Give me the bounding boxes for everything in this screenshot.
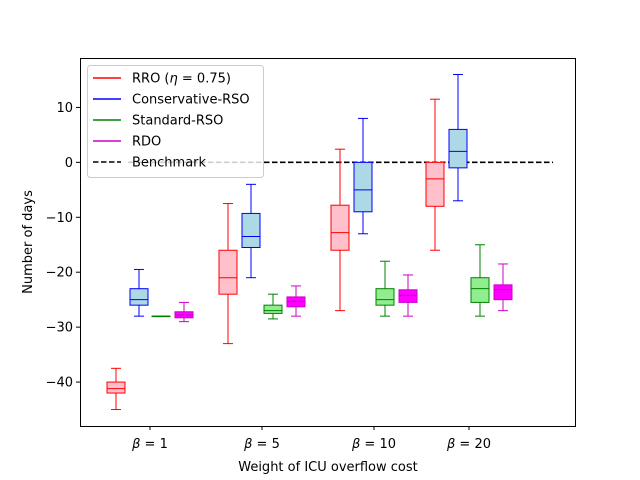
x-tick-value: 1: [160, 437, 168, 452]
legend: RRO (η = 0.75) Conservative-RSO Standard-R…: [87, 65, 264, 178]
box-body: [448, 128, 468, 169]
y-axis-label: Number of days: [21, 190, 36, 294]
y-tick-label: −20: [46, 266, 73, 281]
box-rro: [425, 98, 445, 251]
box-rdo: [493, 263, 513, 312]
box-rro: [330, 148, 350, 312]
x-tick-op: =: [140, 437, 159, 452]
y-tick-label: −30: [46, 321, 73, 336]
box-standard-rso: [470, 244, 490, 317]
legend-label: Standard-RSO: [132, 114, 223, 129]
box-body: [330, 204, 350, 251]
y-tick-label: −40: [46, 376, 73, 391]
box-rro: [106, 367, 126, 411]
box-body: [241, 212, 261, 248]
legend-label-eq: = 0.75): [178, 72, 231, 87]
box-body: [470, 277, 490, 303]
x-tick-symbol: β: [131, 437, 140, 452]
legend-label-main: RDO: [132, 135, 161, 150]
box-rdo: [286, 285, 306, 317]
box-body: [493, 284, 513, 301]
x-tick-symbol: β: [351, 437, 360, 452]
box-body: [286, 296, 306, 308]
y-axis: 10 0 −10 −20 −30 −40: [46, 101, 80, 391]
box-standard-rso: [151, 315, 171, 318]
legend-frame: [87, 65, 264, 178]
box-rdo: [174, 301, 194, 323]
box-conservative-rso: [353, 117, 373, 235]
box-conservative-rso: [241, 183, 261, 279]
x-tick-value: 5: [272, 437, 280, 452]
x-tick-value: 10: [379, 437, 396, 452]
axes-frame: [80, 58, 576, 427]
box-body: [218, 249, 238, 295]
legend-label: Conservative-RSO: [132, 93, 250, 108]
box-body: [375, 288, 395, 306]
x-tick-label: β = 1: [131, 437, 168, 452]
box-body: [129, 288, 149, 306]
x-tick-op: =: [360, 437, 379, 452]
box-conservative-rso: [129, 268, 149, 317]
x-tick-op: =: [455, 437, 474, 452]
legend-label-main: RRO (: [132, 72, 170, 87]
legend-label-symbol: η: [170, 72, 178, 87]
box-standard-rso: [375, 260, 395, 317]
y-tick-label: −10: [46, 211, 73, 226]
y-tick-label: 10: [56, 101, 73, 116]
legend-label-main: Benchmark: [132, 156, 207, 171]
x-tick-label: β = 5: [243, 437, 280, 452]
box-body: [106, 381, 126, 394]
x-axis-label: Weight of ICU overflow cost: [238, 460, 418, 475]
plot-area: [106, 73, 553, 411]
legend-label: RDO: [132, 135, 161, 150]
box-body: [425, 161, 445, 207]
legend-label: RRO (η = 0.75): [132, 72, 231, 87]
x-tick-op: =: [252, 437, 271, 452]
x-tick-label: β = 10: [351, 437, 396, 452]
legend-label: Benchmark: [132, 156, 207, 171]
box-body: [353, 161, 373, 213]
x-tick-value: 20: [474, 437, 491, 452]
legend-label-main: Conservative-RSO: [132, 93, 250, 108]
box-conservative-rso: [448, 73, 468, 202]
box-standard-rso: [263, 293, 283, 320]
x-tick-symbol: β: [446, 437, 455, 452]
box-rdo: [398, 274, 418, 317]
box-rro: [218, 203, 238, 345]
x-tick-symbol: β: [243, 437, 252, 452]
y-tick-label: 0: [65, 156, 73, 171]
box-body: [263, 304, 283, 314]
x-tick-label: β = 20: [446, 437, 491, 452]
legend-label-main: Standard-RSO: [132, 114, 223, 129]
box-body: [398, 289, 418, 303]
